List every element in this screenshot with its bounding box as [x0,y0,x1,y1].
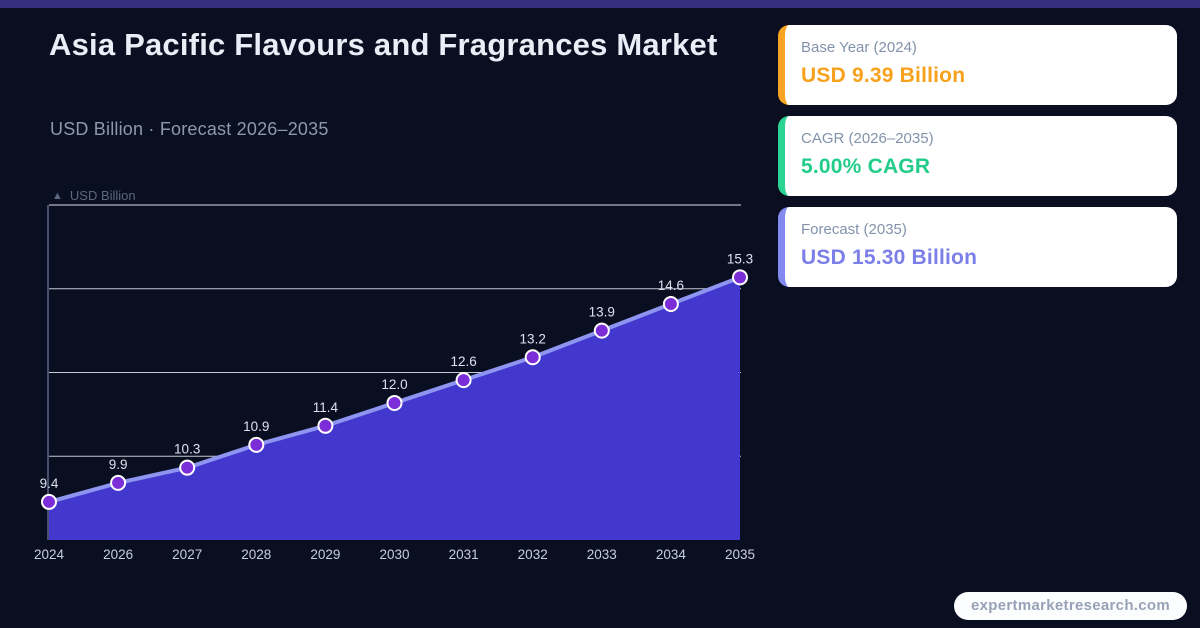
point-value-label: 9.4 [40,476,59,491]
data-point-2027[interactable] [179,459,196,476]
x-tick-2031: 2031 [449,547,479,562]
data-point-2034[interactable] [662,295,679,312]
x-tick-2026: 2026 [103,547,133,562]
market-forecast-area-chart: 9.4 2024 9.9 2026 10.3 2027 10.9 2028 11.4 2029 12… [34,204,755,562]
point-value-label: 9.9 [109,457,128,472]
point-value-label: 13.2 [520,331,546,346]
data-point-2026[interactable] [110,474,127,491]
data-point-2029[interactable] [317,417,334,434]
stat-cards: Base Year (2024) USD 9.39 Billion CAGR (… [778,25,1177,287]
top-accent-bar [0,0,1200,8]
x-tick-2028: 2028 [241,547,271,562]
x-tick-2027: 2027 [172,547,202,562]
point-value-label: 11.4 [313,400,339,415]
x-tick-2034: 2034 [656,547,687,562]
data-point-2030[interactable] [386,394,403,411]
data-point-2033[interactable] [593,322,610,339]
data-point-2024[interactable] [41,493,57,510]
data-point-2035[interactable] [732,269,748,286]
x-tick-2033: 2033 [587,547,617,562]
point-value-label: 12.6 [450,354,476,369]
page-title: Asia Pacific Flavours and Fragrances Mar… [49,27,718,62]
point-value-label: 14.6 [658,278,684,293]
stat-card-label: Forecast (2035) [801,221,907,238]
point-value-label: 10.9 [243,419,269,434]
y-axis-caption-label: USD Billion [69,188,136,203]
stat-card-base-year: Base Year (2024) USD 9.39 Billion [778,25,1177,105]
brand-label: expertmarketresearch.com [971,597,1170,614]
stat-card-label: CAGR (2026–2035) [801,130,934,147]
stat-card-value: USD 15.30 Billion [801,246,978,269]
point-value-label: 13.9 [589,305,615,320]
brand-pill: expertmarketresearch.com [954,592,1187,620]
stat-card-label: Base Year (2024) [801,39,917,56]
stat-card-value: 5.00% CAGR [801,155,931,178]
y-axis-caption: ▲ USD Billion [52,188,136,203]
stat-card-value: USD 9.39 Billion [801,64,966,87]
point-value-label: 15.3 [727,251,753,266]
data-point-2032[interactable] [524,349,541,366]
x-tick-2030: 2030 [379,547,409,562]
stat-card-cagr: CAGR (2026–2035) 5.00% CAGR [778,116,1177,196]
point-value-label: 10.3 [174,442,200,457]
x-tick-2024: 2024 [34,547,65,562]
point-value-label: 12.0 [381,377,407,392]
page-subtitle: USD Billion · Forecast 2026–2035 [50,119,329,139]
data-point-2028[interactable] [248,436,265,453]
up-triangle-icon: ▲ [52,189,63,202]
data-point-2031[interactable] [455,372,472,389]
x-tick-2029: 2029 [310,547,340,562]
x-tick-2032: 2032 [518,547,548,562]
x-tick-2035: 2035 [725,547,755,562]
stat-card-forecast: Forecast (2035) USD 15.30 Billion [778,207,1177,287]
